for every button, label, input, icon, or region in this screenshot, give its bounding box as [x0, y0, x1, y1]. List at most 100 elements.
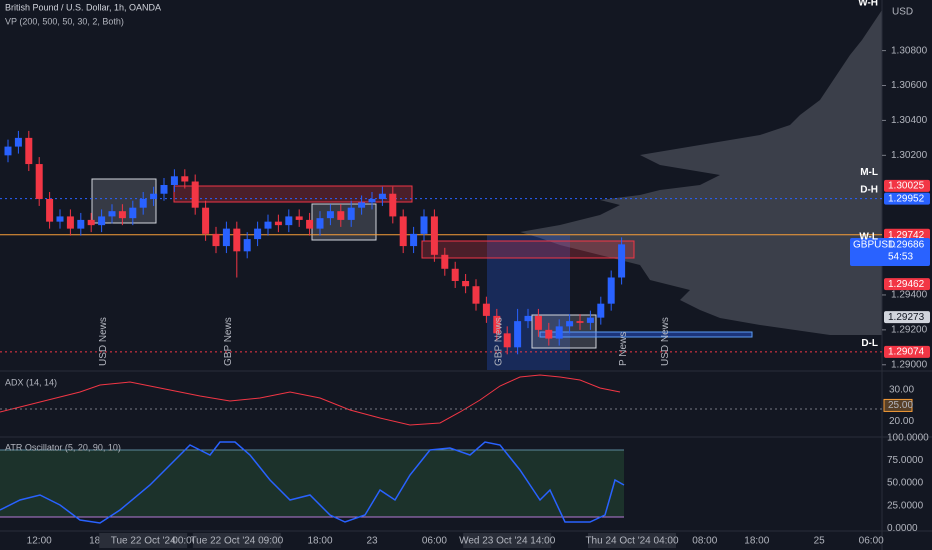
adx-current-box	[883, 398, 913, 412]
candle-body	[66, 216, 74, 229]
news-label: GBP News	[493, 317, 504, 366]
candle-body	[607, 277, 615, 304]
zone	[539, 331, 753, 338]
candle-body	[430, 216, 438, 255]
candle-body	[316, 218, 324, 229]
candle-body	[524, 315, 532, 322]
time-label: Wed 23 Oct '24 14:00	[459, 536, 556, 547]
candle-body	[118, 211, 126, 219]
candle-body	[87, 219, 95, 226]
candle-body	[514, 321, 522, 348]
atr-band	[0, 450, 624, 517]
candle-body	[597, 303, 605, 318]
price-label-box	[884, 311, 930, 324]
price-tick-label: 1.29200	[891, 324, 928, 335]
candle-body	[378, 193, 386, 199]
volume-profile	[520, 0, 882, 335]
candle-body	[202, 207, 210, 234]
candle-body	[98, 216, 106, 226]
candle-body	[264, 221, 272, 229]
time-label-box	[588, 533, 676, 548]
time-label: 23	[366, 536, 378, 547]
price-label: 1.29074	[888, 346, 925, 357]
candle-body	[493, 315, 501, 334]
level-label: W-H	[858, 0, 878, 9]
candle-body	[46, 198, 54, 222]
price-tick-label: 1.30400	[891, 115, 928, 126]
candle-body	[451, 268, 459, 281]
candle-body	[576, 321, 584, 323]
atr-tick-label: 100.0000	[887, 433, 929, 444]
zone	[173, 185, 413, 203]
candle-body	[555, 326, 563, 339]
candle-body	[358, 202, 366, 208]
candle-body	[399, 216, 407, 247]
last-price-symbol: GBPUSD	[853, 240, 895, 251]
time-label-box	[192, 533, 281, 548]
candle-body	[274, 221, 282, 226]
candle-body	[129, 207, 137, 219]
last-price: 1.29686	[888, 240, 925, 251]
price-label-box	[884, 179, 930, 192]
candle-body	[170, 176, 178, 185]
atr-tick-label: 75.0000	[887, 455, 924, 466]
candle-body	[222, 228, 230, 247]
time-label: 25	[814, 536, 826, 547]
candle-body	[420, 216, 428, 234]
price-tick-label: 1.29400	[891, 290, 928, 301]
candle-body	[108, 211, 116, 217]
candle-body	[285, 216, 293, 226]
candle-body	[4, 146, 12, 156]
price-tick-label: 1.30600	[891, 80, 928, 91]
price-label-box	[884, 278, 930, 291]
candle-body	[410, 233, 418, 247]
candle-body	[35, 164, 43, 199]
zone	[421, 240, 635, 259]
candle-body	[618, 244, 626, 278]
candle-body	[368, 198, 376, 203]
price-label: 1.29952	[888, 193, 925, 204]
indicator-label: VP (200, 500, 50, 30, 2, Both)	[5, 16, 124, 26]
price-label: 1.30025	[888, 181, 925, 192]
last-price-box	[850, 238, 930, 267]
adx-tick-label: 20.00	[889, 416, 914, 427]
adx-line	[0, 374, 621, 426]
price-label-box	[884, 192, 930, 205]
candle-body	[139, 198, 147, 208]
candle-body	[160, 185, 168, 194]
atr-tick-label: 25.0000	[887, 500, 924, 511]
atr-tick-label: 0.0000	[887, 523, 918, 534]
level-label: W-L	[859, 232, 878, 243]
time-label: Tue 22 Oct '24 09:00	[190, 536, 283, 547]
candle-body	[181, 176, 189, 182]
candle-body	[472, 286, 480, 304]
candle-body	[233, 228, 241, 252]
candle-body	[326, 211, 334, 219]
candle-body	[212, 233, 220, 247]
candle-body	[25, 137, 33, 165]
candle-body	[534, 315, 542, 330]
time-label-box	[99, 533, 188, 548]
time-label-box	[463, 533, 552, 548]
price-label: 1.29273	[888, 312, 925, 323]
candle-body	[295, 216, 303, 220]
atr-title: ATR Oscillator (5, 20, 90, 10)	[5, 442, 121, 452]
time-label: 06:00	[859, 536, 884, 547]
time-label: 00:00	[172, 536, 197, 547]
candle-body	[77, 219, 85, 229]
news-label: P News	[618, 332, 629, 366]
candle-body	[441, 254, 449, 269]
candle-body	[462, 280, 470, 287]
time-label: 18:00	[307, 536, 332, 547]
time-label: 08:00	[692, 536, 717, 547]
level-label: D-L	[861, 338, 878, 349]
news-label: USD News	[98, 317, 109, 366]
time-label: Thu 24 Oct '24 04:00	[585, 536, 679, 547]
candle-body	[191, 181, 199, 208]
chart-title: British Pound / U.S. Dollar, 1h, OANDA	[5, 2, 161, 12]
candle-body	[545, 329, 553, 339]
candle-body	[347, 207, 355, 220]
price-tick-label: 1.29000	[891, 359, 928, 370]
price-tick-label: 1.30800	[891, 45, 928, 56]
